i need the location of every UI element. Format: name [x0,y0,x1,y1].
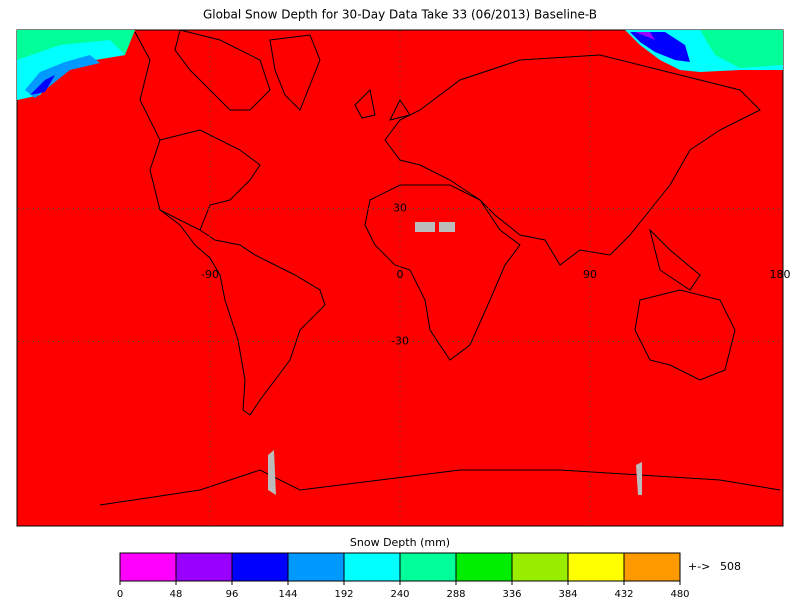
colorbar-segment [623,552,681,582]
colorbar-segment [455,552,513,582]
colorbar-tick-label: 240 [390,589,409,600]
colorbar-tick-label: 432 [614,589,633,600]
overflow-arrow: +-> [688,560,710,573]
colorbar-segment [343,552,401,582]
colorbar-tick-label: 384 [558,589,577,600]
colorbar-segment [119,552,177,582]
map-title: Global Snow Depth for 30-Day Data Take 3… [203,8,597,22]
overflow-value: 508 [720,560,741,573]
coastlines [99,29,781,506]
missing-data [636,462,642,495]
colorbar-tick-label: 0 [117,589,123,600]
colorbar-tick-label: 192 [334,589,353,600]
colorbar-tick-label: 48 [170,589,183,600]
colorbar-segment [231,552,289,582]
colorbar-title: Snow Depth (mm) [350,536,450,549]
colorbar-tick-label: 336 [502,589,521,600]
lon-label: 90 [583,268,597,281]
colorbar-segment [567,552,625,582]
colorbar-tick-label: 96 [226,589,239,600]
colorbar-segment [511,552,569,582]
colorbar-tick-label: 288 [446,589,465,600]
colorbar-segment [175,552,233,582]
snow-region [630,32,690,62]
colorbar-tick-label: 144 [278,589,297,600]
lon-label: -90 [201,268,219,281]
map-frame [16,29,784,527]
missing-data [415,222,435,232]
colorbar-segment [287,552,345,582]
missing-data [268,450,276,495]
lat-label: 30 [393,202,407,215]
colorbar-segment [399,552,457,582]
colorbar-tick-label: 480 [670,589,689,600]
missing-data [439,222,455,232]
map: -90 0 90 180 30 -30 [16,29,791,527]
snow-region [30,75,55,95]
colorbar: Snow Depth (mm) +-> 508 0 48 96 144 192 240 28… [117,536,741,600]
lon-label: 0 [397,268,404,281]
snow-region [700,30,783,68]
snow-region [635,32,655,40]
lon-label: 180 [770,268,791,281]
lat-label: -30 [391,334,409,347]
